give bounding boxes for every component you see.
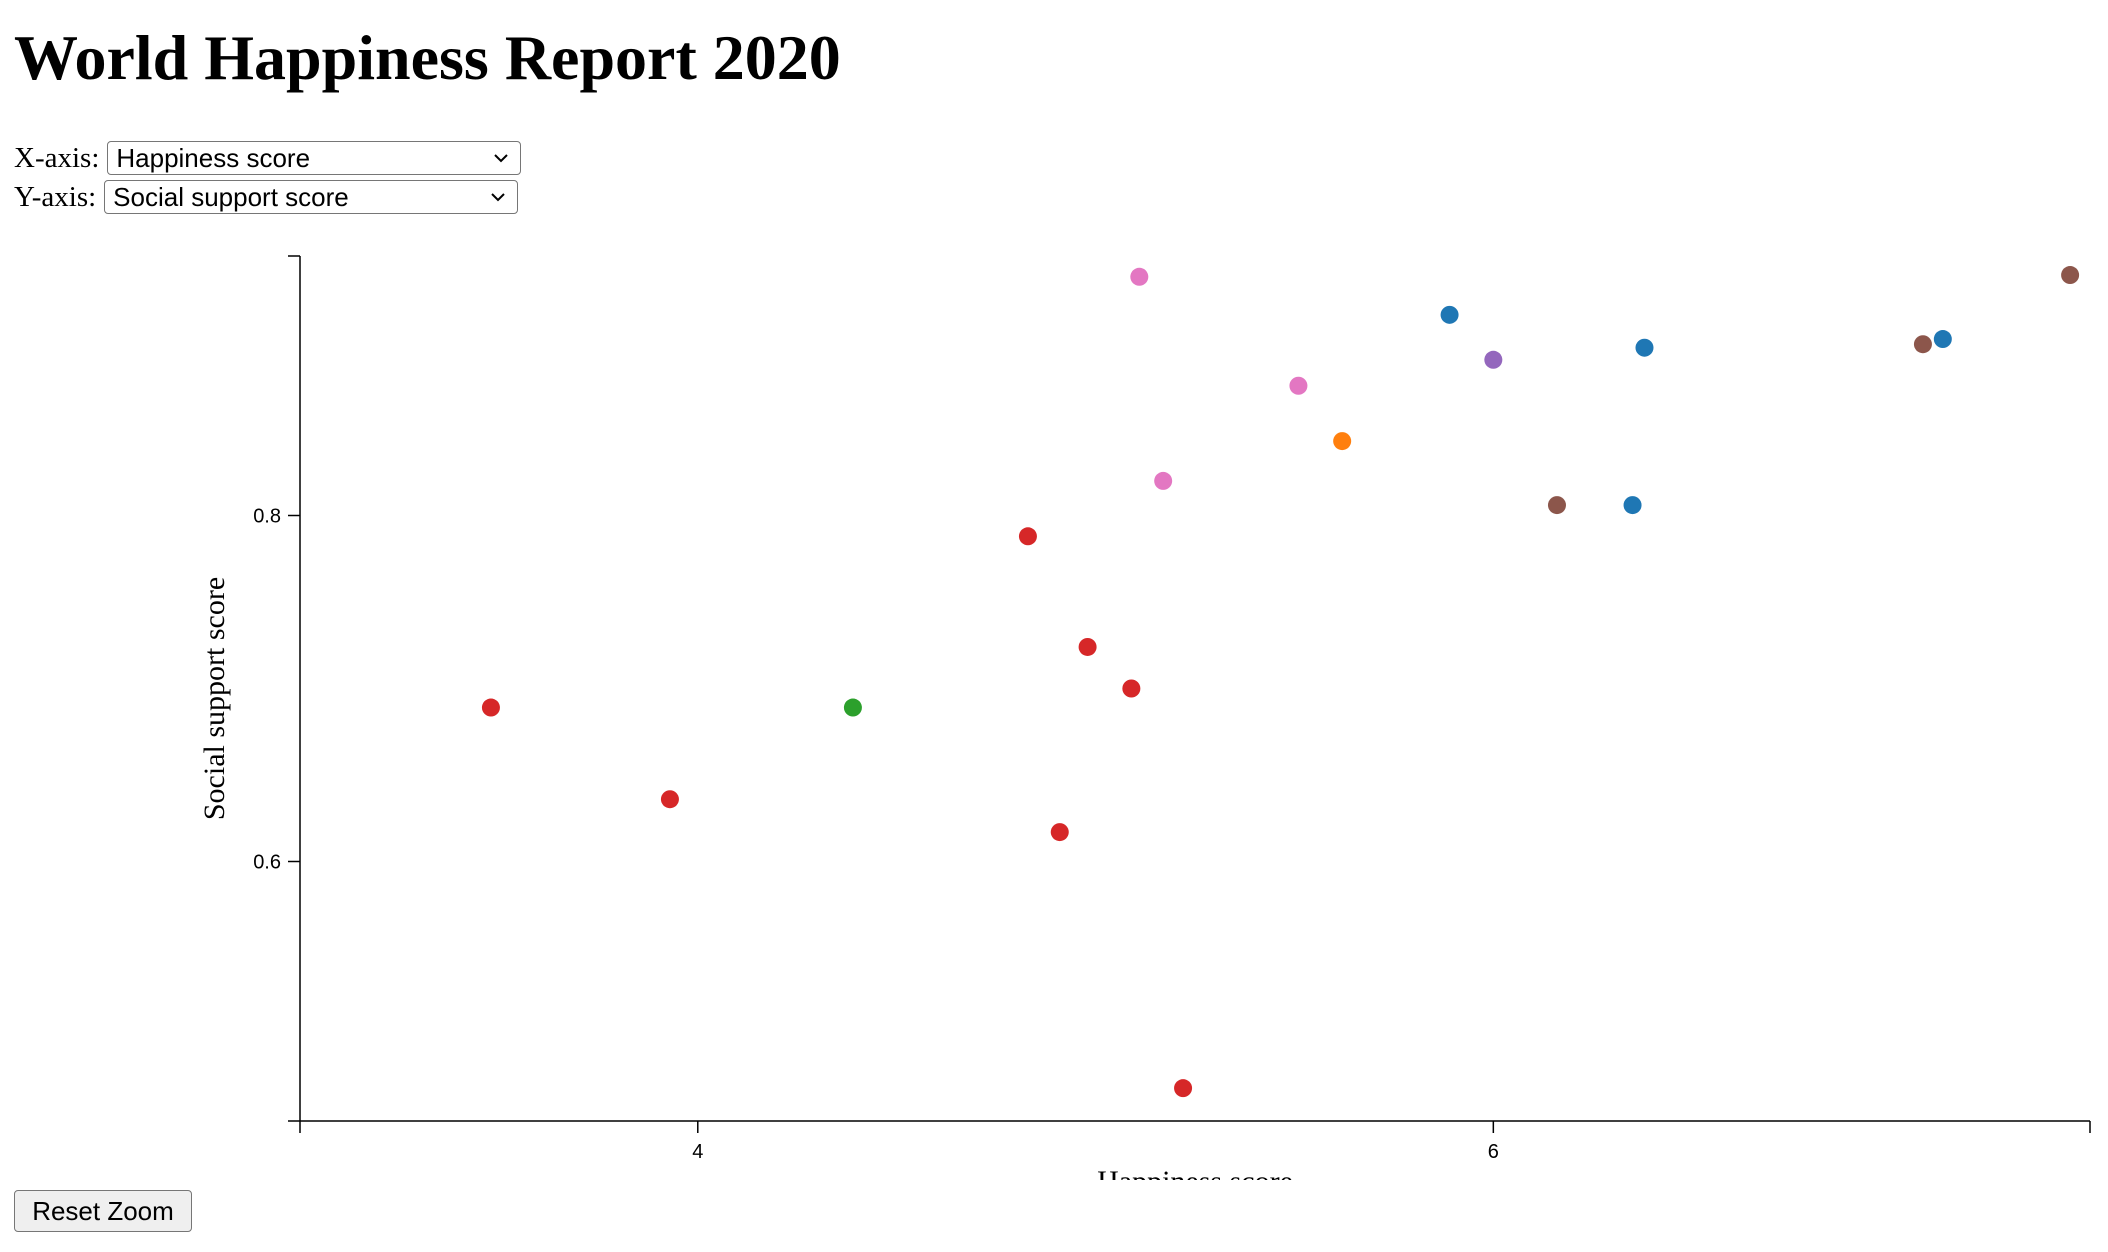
reset-zoom-button[interactable]: Reset Zoom xyxy=(14,1190,192,1232)
x-axis-select-label: X-axis: xyxy=(14,141,100,174)
data-point[interactable] xyxy=(1078,637,1097,656)
data-point[interactable] xyxy=(2061,266,2080,285)
y-axis-select-label: Y-axis: xyxy=(14,180,97,213)
data-point[interactable] xyxy=(1913,335,1932,354)
data-point[interactable] xyxy=(1635,338,1654,357)
page-title: World Happiness Report 2020 xyxy=(14,22,841,93)
y-tick-label: 0.6 xyxy=(253,852,281,874)
data-point[interactable] xyxy=(843,698,862,717)
data-point[interactable] xyxy=(1122,679,1141,698)
y-axis-select-value: Social support score xyxy=(113,181,349,212)
data-point[interactable] xyxy=(1440,305,1459,324)
data-point[interactable] xyxy=(1547,496,1566,515)
data-point[interactable] xyxy=(1289,376,1308,395)
x-axis-control: X-axis: Happiness score xyxy=(14,140,522,176)
chevron-down-icon xyxy=(491,193,505,202)
data-point[interactable] xyxy=(1130,267,1149,286)
chevron-down-icon xyxy=(494,154,509,163)
data-point[interactable] xyxy=(1050,823,1069,842)
data-point[interactable] xyxy=(660,790,679,809)
x-axis-title: Happiness score xyxy=(1097,1165,1293,1180)
y-axis-select[interactable]: Social support score xyxy=(104,180,519,214)
x-tick-label: 4 xyxy=(692,1141,703,1163)
x-axis-select[interactable]: Happiness score xyxy=(107,141,522,175)
x-axis-select-value: Happiness score xyxy=(116,142,311,173)
data-point[interactable] xyxy=(1154,471,1173,490)
data-point[interactable] xyxy=(1484,350,1503,369)
data-point[interactable] xyxy=(1174,1079,1193,1098)
y-axis-control: Y-axis: Social support score xyxy=(14,179,519,215)
x-tick-label: 6 xyxy=(1488,1141,1499,1163)
data-point[interactable] xyxy=(1933,330,1952,349)
data-point[interactable] xyxy=(1333,432,1352,451)
data-point[interactable] xyxy=(1018,527,1037,546)
scatter-chart[interactable]: 4 6 0.6 0.8 Happiness score Social support sc… xyxy=(0,0,2108,1180)
y-axis-title: Social support score xyxy=(198,577,231,820)
data-point[interactable] xyxy=(481,698,500,717)
data-point[interactable] xyxy=(1623,496,1642,515)
y-tick-label: 0.8 xyxy=(253,506,281,528)
